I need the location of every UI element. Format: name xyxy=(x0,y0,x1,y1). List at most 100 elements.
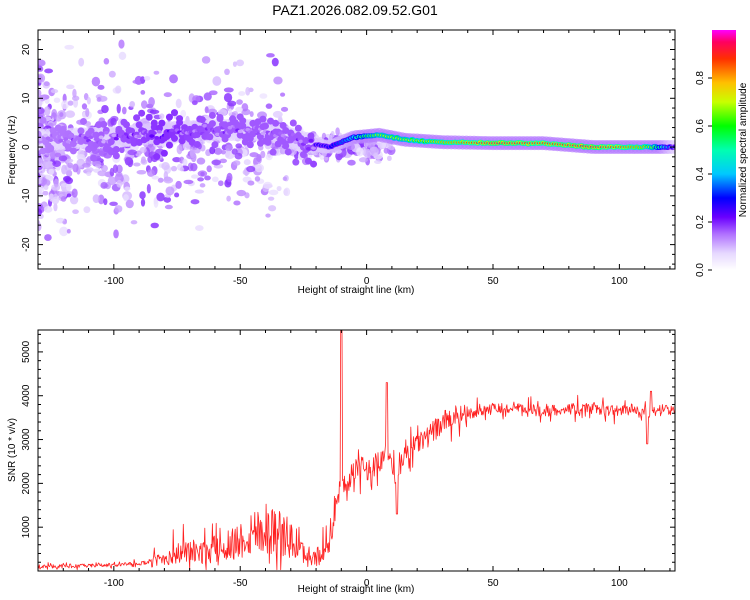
heatmap-noise-blob xyxy=(38,107,45,115)
heatmap-noise-blob xyxy=(267,196,275,201)
heatmap-noise-blob xyxy=(233,200,241,206)
heatmap-noise-blob xyxy=(231,148,238,155)
heatmap-noise-blob xyxy=(44,234,52,241)
heatmap-noise-blob xyxy=(323,155,329,161)
bottom-x-tick-label: -100 xyxy=(104,578,124,589)
heatmap-noise-blob xyxy=(280,106,289,112)
heatmap-noise-blob xyxy=(52,160,62,167)
heatmap-ridge-outer xyxy=(259,115,267,123)
heatmap-noise-blob xyxy=(265,213,271,218)
bottom-x-tick-label: -50 xyxy=(233,578,248,589)
snr-series-line xyxy=(38,330,675,571)
heatmap-noise-blob xyxy=(107,176,117,186)
heatmap-ridge-outer xyxy=(262,122,269,130)
heatmap-noise-blob xyxy=(72,88,77,98)
heatmap-noise-blob xyxy=(153,197,158,205)
bottom-x-tick-label: 50 xyxy=(487,578,499,589)
heatmap-noise-blob xyxy=(59,226,69,237)
heatmap-noise-blob xyxy=(356,147,364,157)
heatmap-noise-blob xyxy=(118,51,127,61)
heatmap-ridge-core xyxy=(113,136,119,141)
heatmap-noise-blob xyxy=(108,70,116,78)
heatmap-ridge-outer xyxy=(239,117,247,125)
heatmap-noise-blob xyxy=(140,198,146,207)
heatmap-noise-blob xyxy=(238,91,246,96)
heatmap-noise-blob xyxy=(38,185,45,192)
heatmap-ridge-outer xyxy=(272,119,280,127)
top-y-tick-label: -20 xyxy=(21,237,32,252)
heatmap-noise-blob xyxy=(268,205,277,212)
heatmap-ridge-outer xyxy=(160,149,168,157)
heatmap-ridge-core xyxy=(65,139,71,144)
top-y-tick-label: 0 xyxy=(21,144,32,150)
heatmap-noise-blob xyxy=(159,113,165,120)
heatmap-ridge-outer xyxy=(289,119,297,127)
heatmap-noise-blob xyxy=(209,146,216,155)
heatmap-noise-blob xyxy=(201,56,211,64)
colorbar-ticks: 0.0 0.2 0.4 0.6 0.8 xyxy=(695,71,712,277)
bottom-y-tick-label: 5000 xyxy=(21,340,32,363)
heatmap-noise-blob xyxy=(326,152,331,158)
top-y-tick-label: 10 xyxy=(21,92,32,104)
heatmap-noise-blob xyxy=(369,146,379,157)
heatmap-noise-blob xyxy=(85,167,94,172)
heatmap-noise-blob xyxy=(48,168,55,175)
colorbar-label: Normalized spectral amplitude xyxy=(738,82,749,217)
heatmap-ridge-core xyxy=(169,128,175,133)
heatmap-noise-blob xyxy=(265,103,273,109)
heatmap-ridge-core xyxy=(237,129,243,134)
heatmap-noise-blob xyxy=(115,172,123,177)
heatmap-noise-blob xyxy=(54,152,62,158)
heatmap-noise-blob xyxy=(58,190,68,198)
top-x-tick-label: 100 xyxy=(611,276,628,287)
heatmap-noise-blob xyxy=(211,159,221,166)
heatmap-ridge-core xyxy=(58,139,64,143)
spectrogram-heatmap xyxy=(38,39,675,241)
heatmap-ridge-outer xyxy=(77,127,85,135)
heatmap-noise-blob xyxy=(51,196,60,205)
heatmap-noise-blob xyxy=(374,159,382,165)
heatmap-noise-blob xyxy=(41,177,48,185)
heatmap-ridge-outer xyxy=(64,143,72,151)
heatmap-ridge-core xyxy=(202,124,208,128)
heatmap-noise-blob xyxy=(129,101,136,108)
heatmap-noise-blob xyxy=(133,162,141,167)
heatmap-noise-blob xyxy=(72,163,79,173)
heatmap-ridge-outer xyxy=(47,144,55,152)
heatmap-noise-blob xyxy=(123,194,129,202)
heatmap-noise-blob xyxy=(235,59,245,67)
heatmap-noise-blob xyxy=(232,160,241,166)
heatmap-ridge-outer xyxy=(178,137,186,145)
heatmap-noise-blob xyxy=(38,73,46,84)
heatmap-noise-blob xyxy=(146,183,151,194)
heatmap-ridge-core xyxy=(111,133,117,137)
heatmap-noise-blob xyxy=(67,162,74,169)
heatmap-noise-blob xyxy=(43,106,51,116)
heatmap-ridge-core xyxy=(214,132,220,137)
top-x-tick-label: -50 xyxy=(233,276,248,287)
heatmap-ridge-outer xyxy=(208,120,216,128)
heatmap-ridge-outer xyxy=(158,119,166,127)
heatmap-noise-blob xyxy=(189,146,195,157)
heatmap-noise-blob xyxy=(61,164,68,175)
heatmap-noise-blob xyxy=(190,162,198,172)
heatmap-noise-blob xyxy=(386,155,392,162)
heatmap-noise-blob xyxy=(136,170,147,175)
heatmap-ridge-outer xyxy=(87,127,95,135)
heatmap-noise-blob xyxy=(103,198,108,206)
heatmap-noise-blob xyxy=(347,159,356,166)
heatmap-noise-blob xyxy=(164,204,173,210)
heatmap-noise-blob xyxy=(38,99,43,109)
heatmap-ridge-core xyxy=(48,138,54,142)
heatmap-noise-blob xyxy=(279,147,287,155)
bottom-x-tick-label: 0 xyxy=(364,578,370,589)
heatmap-noise-blob xyxy=(224,68,230,76)
heatmap-noise-blob xyxy=(47,175,54,181)
heatmap-noise-blob xyxy=(246,165,256,173)
heatmap-noise-blob xyxy=(81,103,88,110)
heatmap-ridge-outer xyxy=(282,142,290,150)
heatmap-noise-blob xyxy=(124,157,133,166)
heatmap-noise-blob xyxy=(249,111,254,117)
heatmap-noise-blob xyxy=(249,152,259,158)
top-y-tick-label: -10 xyxy=(21,188,32,203)
